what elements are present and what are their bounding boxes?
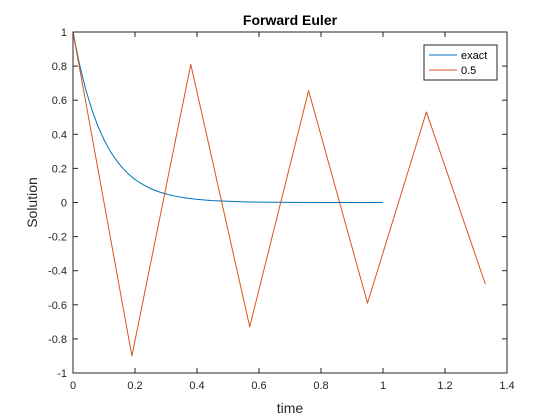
axes-layer: 0 0.2 0.4 0.6 0.8 1 1.2 1.4 -1 -0.8 -0.6 -0.4 -0.2 0 0… <box>48 27 515 392</box>
y-tick-label: 0.4 <box>52 129 67 141</box>
y-axis-label: Solution <box>24 177 40 228</box>
y-tick-label: 0.8 <box>52 61 67 73</box>
x-tick-label: 0.8 <box>313 380 328 392</box>
series-line-exact <box>72 31 384 203</box>
y-tick-label: -0.6 <box>48 300 67 312</box>
y-tick-label: -0.8 <box>48 334 67 346</box>
x-tick-label: 1.2 <box>437 380 452 392</box>
series-line-0-5 <box>72 31 486 357</box>
legend-box <box>423 44 498 81</box>
y-tick-label: 0.2 <box>52 163 67 175</box>
legend-label: 0.5 <box>461 65 476 77</box>
legend-label: exact <box>461 50 487 62</box>
series-layer <box>72 31 486 357</box>
x-tick-label: 0.2 <box>127 380 142 392</box>
x-tick-label: 1.4 <box>499 380 514 392</box>
chart-title: Forward Euler <box>243 12 338 28</box>
y-tick-label: -0.4 <box>48 266 67 278</box>
y-tick-label: 0.6 <box>52 95 67 107</box>
y-tick-label: -0.2 <box>48 232 67 244</box>
x-tick-label: 0 <box>70 380 76 392</box>
x-axis-label: time <box>277 400 304 416</box>
x-tick-label: 1 <box>380 380 386 392</box>
x-tick-label: 0.6 <box>251 380 266 392</box>
y-tick-label: -1 <box>57 368 67 380</box>
legend: exact 0.5 <box>423 44 498 81</box>
y-tick-label: 0 <box>61 198 67 210</box>
y-tick-label: 1 <box>61 27 67 39</box>
x-tick-label: 0.4 <box>189 380 204 392</box>
